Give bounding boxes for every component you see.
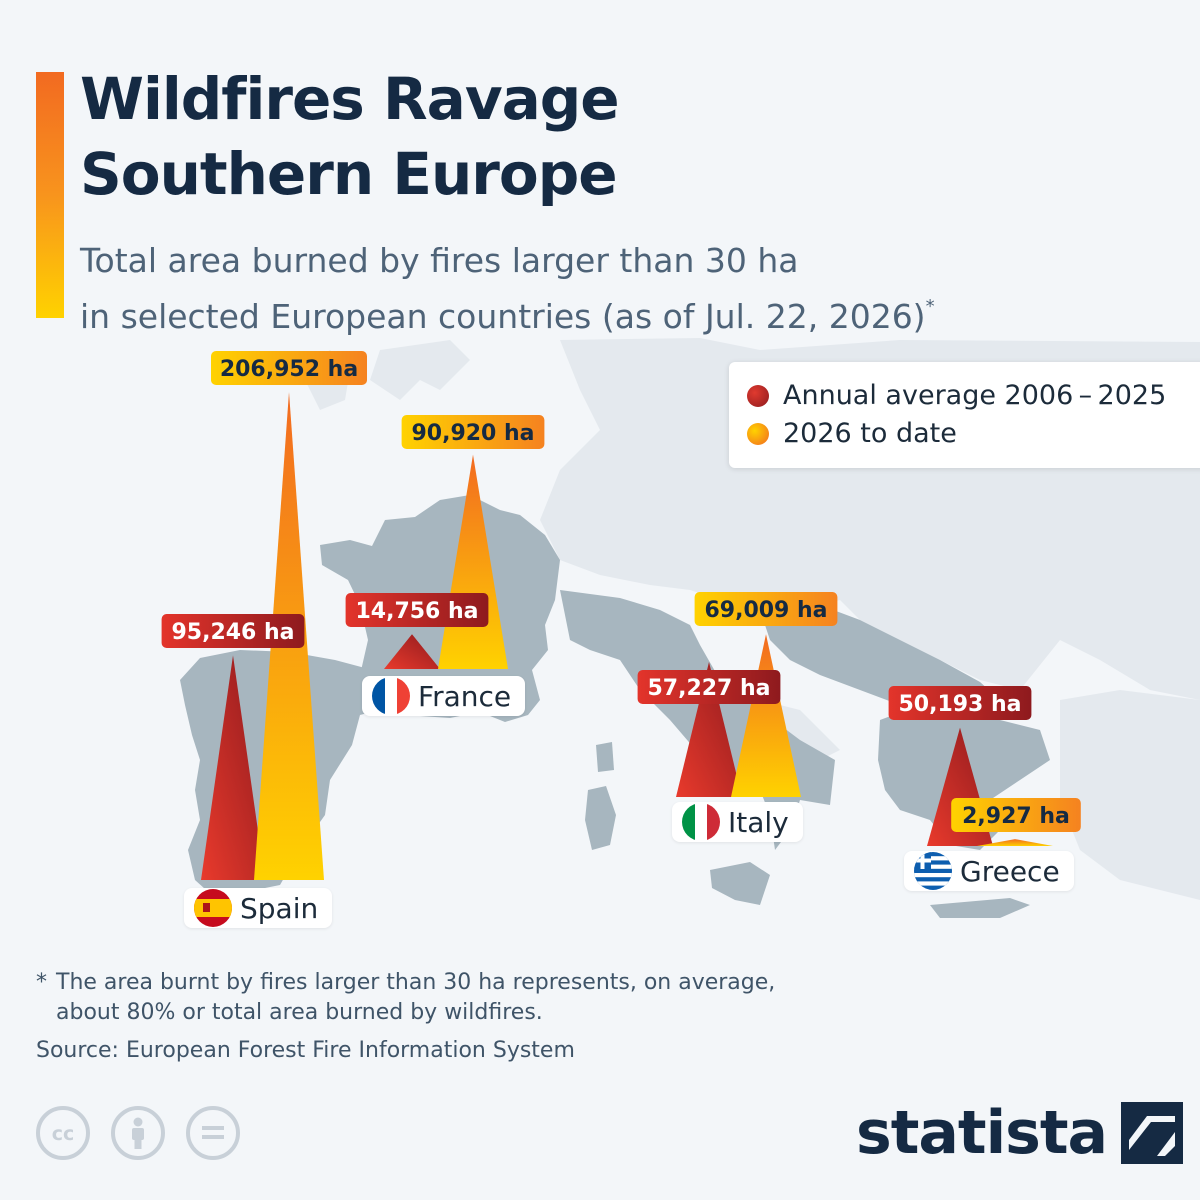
bar-2026-greece bbox=[977, 839, 1053, 846]
legend-swatch-orange bbox=[747, 422, 769, 445]
value-label-annual-average-spain: 95,246 ha bbox=[161, 614, 305, 648]
attribution-icon bbox=[111, 1106, 165, 1160]
value-label-2026-italy-background bbox=[694, 592, 838, 626]
brand-name: statista bbox=[856, 1098, 1108, 1168]
cc-icon: cc bbox=[36, 1106, 90, 1160]
value-label-2026-spain: 206,952 ha bbox=[211, 351, 367, 385]
value-label-annual-average-france-text: 14,756 ha bbox=[355, 599, 478, 624]
value-label-2026-italy: 69,009 ha bbox=[694, 592, 838, 626]
page-title: Wildfires Ravage Southern Europe bbox=[80, 62, 1080, 212]
value-label-2026-spain-background bbox=[211, 351, 367, 385]
legend-item-annual-average: Annual average 2006 – 2025 bbox=[747, 380, 1166, 411]
svg-text:cc: cc bbox=[52, 1123, 75, 1145]
value-label-annual-average-italy-text: 57,227 ha bbox=[647, 676, 770, 701]
title-line-2: Southern Europe bbox=[80, 140, 618, 208]
value-label-2026-france: 90,920 ha bbox=[401, 415, 545, 449]
chart-subtitle: Total area burned by fires larger than 3… bbox=[80, 236, 1120, 342]
country-name: Greece bbox=[960, 854, 1060, 888]
title-accent-bar bbox=[36, 72, 64, 318]
footnote-line-1: The area burnt by fires larger than 30 h… bbox=[56, 970, 776, 995]
legend-item-2026: 2026 to date bbox=[747, 418, 957, 449]
value-label-2026-france-background bbox=[401, 415, 545, 449]
value-label-annual-average-greece-text: 50,193 ha bbox=[898, 692, 1021, 717]
footnote-mark: * bbox=[36, 970, 47, 995]
country-pill-greece: Greece bbox=[904, 851, 1074, 891]
bar-annual-average-france bbox=[384, 634, 440, 669]
country-pill-italy: Italy bbox=[672, 802, 803, 842]
value-label-2026-greece-background bbox=[951, 798, 1081, 832]
legend-label: 2026 to date bbox=[783, 418, 957, 449]
value-label-2026-greece-text: 2,927 ha bbox=[962, 804, 1070, 829]
greece-flag-icon bbox=[914, 852, 952, 890]
france-flag-icon bbox=[372, 677, 410, 715]
bar-annual-average-italy bbox=[676, 662, 742, 797]
statista-logo-icon bbox=[1121, 1102, 1184, 1164]
value-label-2026-spain-text: 206,952 ha bbox=[220, 357, 358, 382]
source-note: Source: European Forest Fire Information… bbox=[36, 1038, 575, 1063]
subtitle-line-2: in selected European countries (as of Ju… bbox=[80, 297, 926, 336]
value-label-2026-france-text: 90,920 ha bbox=[411, 421, 534, 446]
value-label-annual-average-greece-background bbox=[888, 686, 1032, 720]
country-name: Italy bbox=[728, 805, 789, 839]
value-label-annual-average-france-background bbox=[345, 593, 489, 627]
country-pill-france: France bbox=[362, 676, 526, 716]
value-label-2026-italy-text: 69,009 ha bbox=[704, 598, 827, 623]
value-label-annual-average-greece: 50,193 ha bbox=[888, 686, 1032, 720]
footnote-line-2: about 80% or total area burned by wildfi… bbox=[56, 1000, 543, 1025]
title-line-1: Wildfires Ravage bbox=[80, 65, 620, 133]
bar-2026-italy bbox=[731, 634, 801, 797]
value-label-annual-average-spain-background bbox=[161, 614, 305, 648]
value-label-annual-average-italy-background bbox=[637, 670, 781, 704]
country-name: France bbox=[418, 679, 512, 713]
footnote: * The area burnt by fires larger than 30… bbox=[36, 968, 896, 1028]
subtitle-footnote-mark: * bbox=[925, 296, 935, 317]
value-label-annual-average-italy: 57,227 ha bbox=[637, 670, 781, 704]
chart-legend: Annual average 2006 – 2025 2026 to date bbox=[729, 362, 1200, 468]
value-label-2026-greece: 2,927 ha bbox=[951, 798, 1081, 832]
value-label-annual-average-france: 14,756 ha bbox=[345, 593, 489, 627]
country-name: Spain bbox=[240, 891, 319, 925]
bar-annual-average-spain bbox=[201, 655, 265, 880]
spain-flag-icon bbox=[194, 889, 232, 927]
country-pill-spain: Spain bbox=[184, 888, 333, 928]
bar-2026-france bbox=[438, 454, 508, 669]
legend-label: Annual average 2006 – 2025 bbox=[783, 380, 1167, 411]
value-label-annual-average-spain-text: 95,246 ha bbox=[171, 620, 294, 645]
italy-flag-icon bbox=[682, 803, 720, 841]
legend-swatch-red bbox=[747, 384, 769, 407]
statista-brand: statista bbox=[856, 1098, 1184, 1168]
no-derivatives-icon bbox=[186, 1106, 240, 1160]
subtitle-line-1: Total area burned by fires larger than 3… bbox=[80, 241, 799, 280]
